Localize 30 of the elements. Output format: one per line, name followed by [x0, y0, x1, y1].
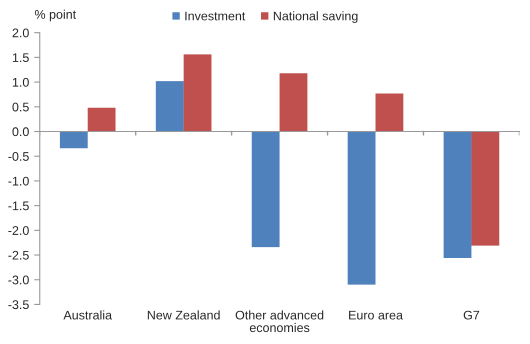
x-tick-label: Other advanced economies	[236, 310, 324, 332]
x-tick-label: New Zealand	[148, 310, 220, 320]
x-tick-label: G7	[464, 310, 480, 320]
bar	[252, 132, 280, 248]
y-tick-label: -2.5	[8, 250, 29, 260]
bar	[60, 132, 88, 148]
y-tick-label: -3.5	[8, 300, 29, 310]
bar	[280, 73, 308, 132]
x-tick-label: Australia	[63, 310, 112, 320]
y-tick-label: -3.0	[8, 276, 29, 284]
bar	[88, 108, 116, 132]
y-tick-label: 0.5	[12, 102, 29, 112]
y-tick-label: -0.5	[8, 152, 29, 161]
y-tick-label: 1.5	[12, 53, 29, 62]
y-tick-label: 0.0	[12, 127, 29, 136]
legend-label: National saving	[274, 11, 358, 23]
y-tick-label: -1.5	[8, 202, 29, 210]
y-tick-label: 2.0	[12, 28, 29, 38]
y-axis-title: % point	[34, 10, 76, 22]
bar	[376, 93, 404, 132]
bar	[348, 132, 376, 285]
y-tick-label: -2.0	[8, 226, 29, 235]
y-tick-label: -1.0	[8, 176, 29, 186]
legend-label: Investment	[185, 12, 246, 20]
bar	[156, 81, 184, 132]
bar	[471, 132, 500, 246]
y-tick-label: 1.0	[12, 78, 29, 87]
bar	[184, 54, 212, 132]
bar	[444, 132, 472, 258]
x-tick-label: Euro area	[349, 310, 403, 320]
